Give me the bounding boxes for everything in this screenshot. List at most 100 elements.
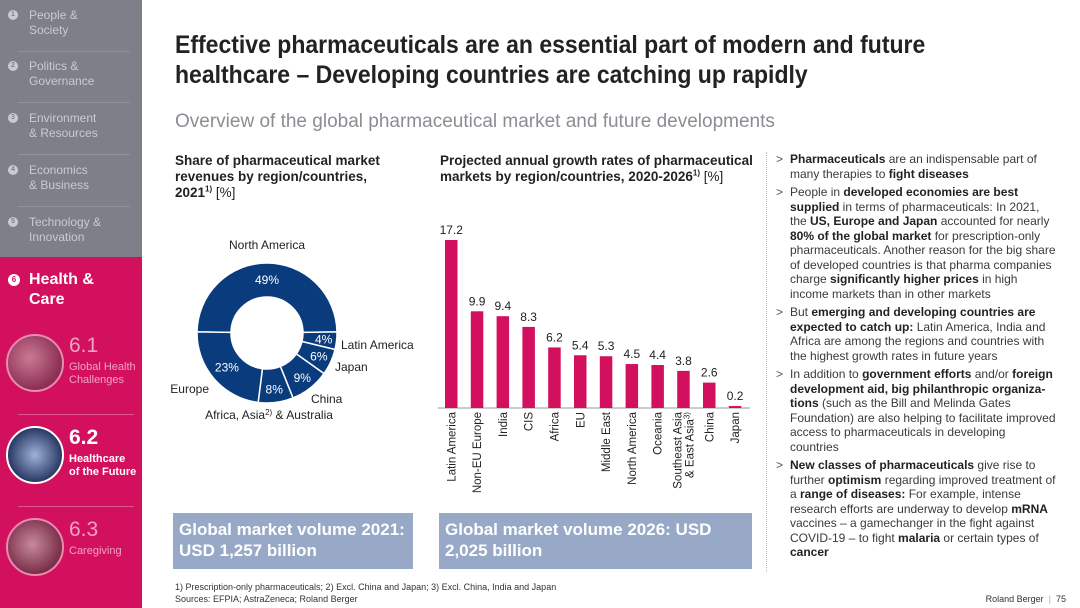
bar-category-label: CIS — [524, 412, 536, 432]
sidebar: 1 People & Society 2 Politics & Governan… — [0, 0, 142, 608]
bar-middle-east — [599, 356, 613, 408]
column-divider — [766, 152, 767, 572]
bar-category-label: Latin America — [446, 411, 458, 481]
bar-value-label: 3.8 — [675, 354, 692, 368]
nav-label: People & Society — [29, 8, 78, 37]
nav-item-economics-business[interactable]: 4 Economics & Business — [0, 155, 142, 207]
bar-value-label: 9.4 — [495, 299, 512, 313]
nav-item-politics-governance[interactable]: 2 Politics & Governance — [0, 51, 142, 103]
growth-bar-chart: 17.2 Latin America 9.9 Non-EU Europe 9.4 Indi… — [438, 223, 750, 493]
bar-non-eu-europe — [470, 311, 484, 408]
donut-slice-europe — [196, 331, 264, 404]
bar-value-label: 5.4 — [572, 338, 589, 352]
bar-cis — [522, 326, 535, 408]
nav-item-technology-innovation[interactable]: 5 Technology & Innovation — [0, 207, 142, 259]
bar-value-label: 2.6 — [701, 366, 718, 380]
brand-footer: Roland Berger | 75 — [986, 594, 1066, 604]
key-point-item: Pharmaceuticals are an indispensable par… — [776, 152, 1056, 181]
subnav-number: 6.1 — [69, 334, 99, 357]
donut-category-label: Japan — [335, 360, 368, 374]
bar-value-label: 6.2 — [546, 330, 563, 344]
bar-category-label: Southeast Asia& East Asia3) — [672, 411, 696, 488]
bar-value-label: 4.4 — [649, 348, 666, 362]
subnav-number: 6.2 — [69, 426, 99, 449]
nav-label: Environment & Resources — [29, 111, 98, 140]
global-health-thumbnail — [6, 334, 64, 392]
bar-value-label: 5.3 — [598, 339, 615, 353]
bar-value-label: 4.5 — [624, 347, 641, 361]
page-number: 75 — [1055, 594, 1066, 604]
donut-category-label: China — [311, 392, 343, 406]
key-point-item: In addition to government efforts and/or… — [776, 367, 1056, 454]
bar-category-label: Oceania — [653, 411, 665, 454]
donut-category-label: Latin America — [341, 338, 414, 352]
unit-label: [%] — [700, 169, 724, 184]
nav-label: Economics & Business — [29, 163, 90, 192]
subnav-item-global-health[interactable]: 6.1 Global Health Challenges — [6, 334, 142, 415]
donut-category-label: North America — [229, 238, 305, 252]
bar-category-label: China — [704, 411, 716, 442]
bar-value-label: 0.2 — [727, 389, 744, 403]
donut-slice-north-america — [196, 262, 338, 334]
subnav-item-caregiving[interactable]: 6.3 Caregiving — [6, 518, 142, 594]
subnav-number: 6.3 — [69, 518, 99, 541]
nav-number-badge: 5 — [8, 217, 18, 227]
subnav-label: Caregiving — [69, 545, 122, 557]
page-subtitle: Overview of the global pharmaceutical ma… — [175, 111, 775, 132]
nav-item-people-society[interactable]: 1 People & Society — [0, 0, 142, 52]
nav-number-badge: 4 — [8, 165, 18, 175]
subnav-item-healthcare-future[interactable]: 6.2 Healthcare of the Future — [6, 426, 142, 507]
nav-number-badge: 6 — [8, 274, 20, 286]
sources-text: Sources: EFPIA; AstraZeneca; Roland Berg… — [175, 594, 358, 604]
bar-north-america — [625, 364, 639, 408]
bar-category-label: Middle East — [601, 411, 613, 472]
donut-heading-text: Share of pharmaceutical market revenues … — [175, 153, 380, 200]
key-point-item: People in developed economies are best s… — [776, 185, 1056, 301]
footer-divider: | — [1048, 594, 1051, 604]
donut-heading: Share of pharmaceutical market revenues … — [175, 153, 405, 201]
key-point-item: New classes of pharmaceuticals give rise… — [776, 458, 1056, 560]
donut-value-label: 8% — [266, 383, 284, 397]
footnotes: 1) Prescription-only pharmaceuticals; 2)… — [175, 581, 556, 605]
bar-india — [496, 316, 510, 408]
bar-heading-text: Projected annual growth rates of pharmac… — [440, 153, 753, 184]
donut-value-label: 4% — [315, 332, 333, 346]
page-title: Effective pharmaceuticals are an essenti… — [175, 31, 926, 89]
bar-category-label: North America — [627, 411, 639, 484]
bar-value-label: 9.9 — [469, 294, 486, 308]
caregiving-thumbnail — [6, 518, 64, 576]
unit-label: [%] — [212, 185, 236, 200]
bar-eu — [574, 355, 587, 408]
market-volume-2021-box: Global market volume 2021: USD 1,257 bil… — [173, 513, 413, 569]
bar-africa — [548, 347, 561, 408]
subnav-label: Global Health Challenges — [69, 361, 136, 386]
donut-value-label: 23% — [215, 361, 239, 375]
bar-category-label: Non-EU Europe — [472, 412, 484, 493]
bar-oceania — [651, 365, 664, 408]
donut-category-label: Europe — [170, 382, 209, 396]
bar-latin-america — [445, 240, 458, 408]
bar-china — [703, 382, 716, 408]
footnote-text: 1) Prescription-only pharmaceuticals; 2)… — [175, 582, 557, 592]
nav-item-health-care[interactable]: 6 Health & Care — [8, 270, 94, 308]
donut-value-label: 49% — [255, 273, 279, 287]
nav-item-environment-resources[interactable]: 3 Environment & Resources — [0, 103, 142, 155]
nav-number-badge: 2 — [8, 61, 18, 71]
subnav-label: Healthcare of the Future — [69, 453, 137, 478]
bar-southeast-asia-east-asia3 — [677, 370, 690, 408]
donut-category-label: Africa, Asia2) & Australia — [205, 408, 333, 422]
bar-value-label: 17.2 — [440, 223, 464, 237]
footnote-marker: 1) — [205, 184, 213, 194]
bar-heading: Projected annual growth rates of pharmac… — [440, 153, 760, 185]
bar-category-label: Japan — [730, 412, 742, 443]
donut-value-label: 9% — [294, 371, 312, 385]
healthcare-future-thumbnail — [6, 426, 64, 484]
bar-category-label: EU — [575, 412, 587, 428]
donut-chart: 49% North America 4% Latin America 6% Japan 9%… — [170, 238, 414, 422]
bar-japan — [728, 406, 742, 408]
donut-value-label: 6% — [310, 350, 328, 364]
nav-label: Politics & Governance — [29, 59, 95, 88]
nav-number-badge: 1 — [8, 10, 18, 20]
bar-value-label: 8.3 — [520, 310, 537, 324]
market-volume-2026-box: Global market volume 2026: USD 2,025 bil… — [439, 513, 752, 569]
